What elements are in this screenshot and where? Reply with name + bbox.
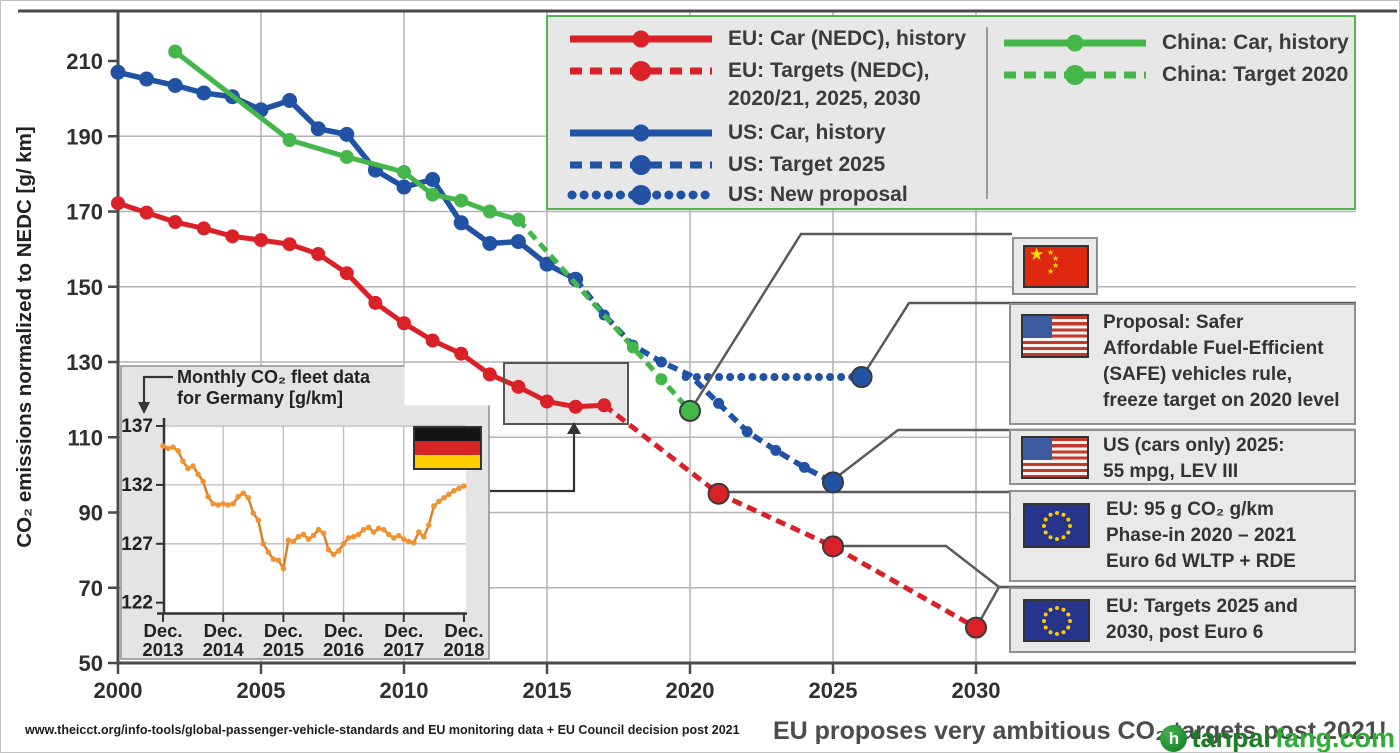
legend-label: US: Target 2025 [728, 153, 886, 176]
y-tick-label: 150 [66, 275, 103, 300]
watermark-text: fang.com [1274, 723, 1395, 753]
annotation-text: EU: Targets 2025 and 2030, post Euro 6 [1106, 596, 1298, 643]
legend-item-us-proposal: US: New proposal [566, 182, 908, 208]
us-proposal-line-sample-icon [567, 185, 716, 205]
legend-divider [986, 27, 988, 199]
legend-label: EU: Targets (NEDC), [728, 59, 930, 82]
inset-x-tick: Dec. [324, 620, 363, 641]
target-marker-us-new-proposal [850, 366, 873, 389]
target-marker-eu-targets [965, 616, 987, 639]
legend-item-eu-targets: EU: Targets (NEDC), [566, 58, 929, 84]
annotation-text: US (cars only) 2025: 55 mpg, LEV III [1103, 435, 1285, 482]
eu-flag-icon [1023, 599, 1090, 642]
annotation-box-eu-targets: EU: Targets 2025 and 2030, post Euro 6 [1009, 587, 1356, 653]
watermark-text: tanpai [1191, 723, 1271, 753]
x-tick-label: 2030 [952, 678, 1001, 703]
annotation-text: EU: 95 g CO₂ g/km Phase-in 2020 – 2021 E… [1106, 499, 1297, 572]
us-history-line-sample-icon [570, 124, 712, 142]
china-flag-icon: ★ ★ ★ ★ ★ [1023, 245, 1089, 288]
legend-item-china-history: China: Car, history [1000, 30, 1349, 56]
target-marker-us-target-2025 [822, 471, 844, 494]
legend-item-us-target: US: Target 2025 [566, 152, 885, 178]
china-target-line-sample-icon [1004, 65, 1146, 85]
y-tick-label: 130 [66, 350, 103, 375]
y-tick-label: 210 [66, 49, 103, 74]
series-eu-targets [602, 403, 978, 630]
legend-label-line2: 2020/21, 2025, 2030 [728, 87, 921, 110]
us-target-line-sample-icon [570, 155, 712, 175]
inset-x-tick: Dec. [444, 620, 483, 641]
legend-label: China: Car, history [1162, 31, 1349, 54]
x-tick-label: 2005 [237, 678, 286, 703]
y-tick-label: 90 [79, 501, 103, 526]
legend-item-eu-history: EU: Car (NEDC), history [566, 26, 966, 52]
inset-y-tick: 132 [121, 475, 153, 496]
inset-pointer-arrow [142, 375, 173, 403]
y-tick-label: 190 [66, 124, 103, 149]
germany-inset: 137132127122Dec.2013Dec.2014Dec.2015Dec.… [120, 364, 491, 660]
x-tick-label: 2015 [523, 678, 572, 703]
inset-x-tick: 2014 [203, 639, 245, 660]
target-marker-eu-targets [707, 482, 730, 505]
us-flag-icon [1021, 436, 1089, 479]
inset-x-tick: 2013 [142, 639, 183, 660]
eu-flag-icon [1023, 503, 1090, 548]
highlight-box [503, 362, 629, 425]
legend-item-us-history: US: Car, history [566, 120, 886, 146]
inset-to-box-arrow [490, 433, 576, 493]
y-tick-label: 70 [79, 576, 103, 601]
legend-label: China: Target 2020 [1162, 63, 1349, 86]
watermark-logo-icon: h [1160, 725, 1188, 752]
eu-history-line-sample-icon [570, 30, 712, 48]
legend-label: EU: Car (NEDC), history [728, 27, 967, 50]
series [110, 44, 978, 630]
inset-x-tick: 2016 [323, 639, 364, 660]
inset-x-tick: Dec. [143, 620, 182, 641]
x-tick-label: 2010 [380, 678, 429, 703]
us-flag-icon [1021, 314, 1089, 358]
eu-targets-line-sample-icon [570, 61, 712, 81]
inset-x-tick: 2017 [383, 639, 424, 660]
x-tick-label: 2000 [94, 678, 143, 703]
y-tick-label: 110 [68, 425, 104, 450]
x-tick-label: 2025 [809, 678, 858, 703]
annotation-box-us-2025: US (cars only) 2025: 55 mpg, LEV III [1009, 429, 1356, 485]
inset-y-tick: 122 [121, 593, 153, 614]
inset-x-tick: 2015 [263, 639, 304, 660]
legend-item-china-target: China: Target 2020 [1000, 62, 1348, 88]
watermark-link[interactable]: h tanpai fang.com [1160, 723, 1395, 753]
y-tick-label: 50 [79, 651, 103, 676]
inset-x-tick: Dec. [384, 620, 423, 641]
series-us-car-history [117, 69, 577, 282]
annotation-box-china: ★ ★ ★ ★ ★ [1012, 237, 1098, 295]
legend: EU: Car (NEDC), history EU: Targets (NED… [546, 15, 1356, 210]
legend-label: US: Car, history [728, 121, 886, 144]
y-tick-label: 170 [66, 200, 103, 225]
annotation-box-eu-95g: EU: 95 g CO₂ g/km Phase-in 2020 – 2021 E… [1009, 490, 1356, 582]
inset-x-tick: 2018 [443, 639, 484, 660]
y-axis-title: CO₂ emissions normalized to NEDC [g/ km] [13, 126, 36, 547]
highlight-box-fill [504, 363, 628, 424]
x-tick-label: 2020 [666, 678, 715, 703]
inset-title: for Germany [g/km] [177, 388, 343, 408]
inset-x-tick: Dec. [204, 620, 243, 641]
inset-x-tick: Dec. [264, 620, 303, 641]
target-marker-china-target-2020 [679, 399, 701, 422]
headline-text: EU proposes very ambitious CO₂ targets p… [772, 717, 1387, 745]
inset-title: Monthly CO₂ fleet data [177, 367, 371, 387]
china-history-line-sample-icon [1004, 34, 1146, 52]
target-marker-eu-targets [822, 535, 844, 558]
inset-y-tick: 127 [121, 534, 153, 555]
annotation-text: Proposal: Safer Affordable Fuel-Efficien… [1103, 312, 1340, 411]
source-url-text: www.theicct.org/info-tools/global-passen… [25, 723, 740, 737]
legend-label: US: New proposal [728, 183, 908, 206]
germany-flag-icon [413, 426, 482, 470]
inset-y-tick: 137 [121, 416, 153, 437]
annotation-box-safe-proposal: Proposal: Safer Affordable Fuel-Efficien… [1009, 303, 1356, 425]
